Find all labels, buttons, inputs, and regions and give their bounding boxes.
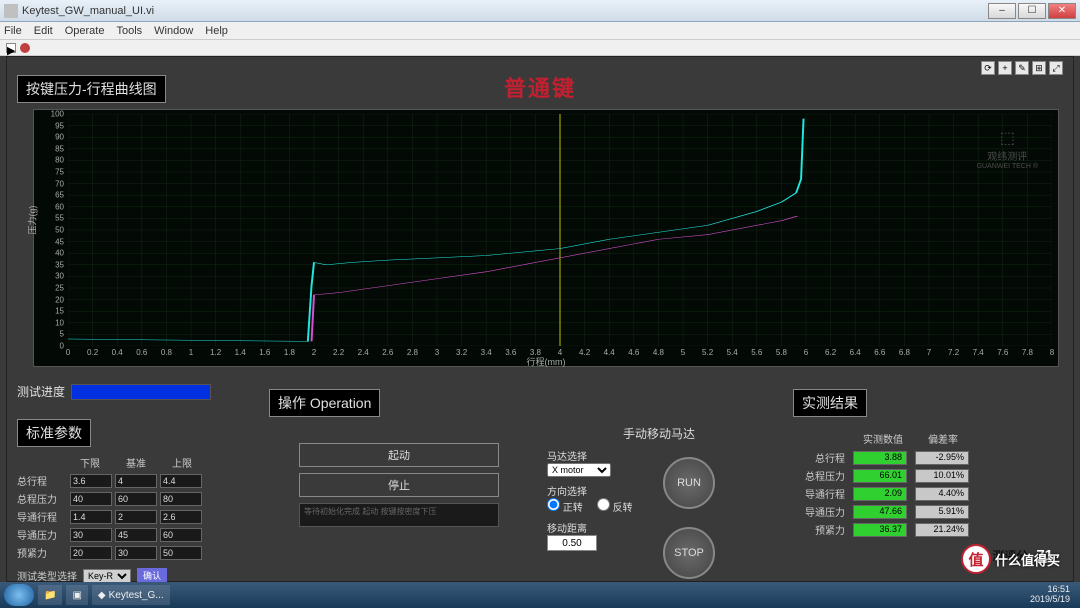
- result-deviation: 10.01%: [915, 469, 969, 483]
- motor-select[interactable]: X motor: [547, 463, 611, 477]
- operation-panel: 操作 Operation 起动 停止 等待初始化完成 起动 按键按密度下压: [269, 389, 529, 527]
- param-lo[interactable]: [70, 510, 112, 524]
- tool-icon[interactable]: ⊞: [1032, 61, 1046, 75]
- task-app[interactable]: ◆ Keytest_G...: [92, 585, 170, 605]
- progress-label: 测试进度: [17, 383, 65, 400]
- results-panel: 实测结果 实测数值偏差率总行程3.88-2.95%总程压力66.0110.01%…: [793, 389, 1053, 564]
- manual-stop-button[interactable]: STOP: [663, 527, 715, 579]
- param-base[interactable]: [115, 528, 157, 542]
- tool-icon[interactable]: +: [998, 61, 1012, 75]
- menu-file[interactable]: File: [4, 25, 22, 37]
- results-title: 实测结果: [793, 389, 867, 417]
- type-select-label: 测试类型选择: [17, 568, 77, 583]
- menu-edit[interactable]: Edit: [34, 25, 53, 37]
- force-travel-chart: ⬚ 观纬测评 GUANWEI TECH ® 051015202530354045…: [33, 109, 1059, 367]
- type-select[interactable]: Key-R: [83, 569, 131, 583]
- run-button[interactable]: RUN: [663, 457, 715, 509]
- stop-button[interactable]: 停止: [299, 473, 499, 497]
- manual-motor-panel: 手动移动马达 马达选择 X motor 方向选择 正转 反转 移动距离: [547, 425, 771, 551]
- result-value: 2.09: [853, 487, 907, 501]
- abort-icon[interactable]: [20, 43, 30, 53]
- motor-select-label: 马达选择: [547, 448, 771, 463]
- maximize-button[interactable]: ☐: [1018, 3, 1046, 19]
- close-button[interactable]: ✕: [1048, 3, 1076, 19]
- progress-bar: [71, 384, 211, 400]
- dir-reverse-radio[interactable]: 反转: [597, 498, 633, 514]
- dir-forward-radio[interactable]: 正转: [547, 498, 583, 514]
- window-titlebar: Keytest_GW_manual_UI.vi – ☐ ✕: [0, 0, 1080, 22]
- op-hint: 等待初始化完成 起动 按键按密度下压: [299, 503, 499, 527]
- result-deviation: 4.40%: [915, 487, 969, 501]
- std-title: 标准参数: [17, 419, 91, 447]
- param-hi[interactable]: [160, 546, 202, 560]
- result-value: 3.88: [853, 451, 907, 465]
- param-hi[interactable]: [160, 474, 202, 488]
- manual-title: 手动移动马达: [547, 425, 771, 442]
- taskbar: 📁 ▣ ◆ Keytest_G... 16:51 2019/5/19: [0, 582, 1080, 608]
- tool-icon[interactable]: ⤢: [1049, 61, 1063, 75]
- param-hi[interactable]: [160, 510, 202, 524]
- progress-row: 测试进度: [17, 383, 211, 400]
- window-title: Keytest_GW_manual_UI.vi: [22, 5, 154, 17]
- param-hi[interactable]: [160, 492, 202, 506]
- standard-params-panel: 标准参数 下限基准上限总行程总程压力导通行程导通压力预紧力 测试类型选择 Key…: [17, 419, 247, 583]
- result-value: 66.01: [853, 469, 907, 483]
- param-base[interactable]: [115, 510, 157, 524]
- task-labview[interactable]: ▣: [66, 585, 87, 605]
- menu-help[interactable]: Help: [205, 25, 228, 37]
- chart-tool-icons: ⟳ + ✎ ⊞ ⤢: [981, 61, 1063, 75]
- param-lo[interactable]: [70, 474, 112, 488]
- start-button[interactable]: 起动: [299, 443, 499, 467]
- tool-icon[interactable]: ⟳: [981, 61, 995, 75]
- menu-operate[interactable]: Operate: [65, 25, 105, 37]
- op-title: 操作 Operation: [269, 389, 380, 417]
- param-base[interactable]: [115, 492, 157, 506]
- menu-tools[interactable]: Tools: [116, 25, 142, 37]
- param-lo[interactable]: [70, 492, 112, 506]
- system-tray[interactable]: 16:51 2019/5/19: [1030, 585, 1076, 605]
- result-value: 47.66: [853, 505, 907, 519]
- result-value: 36.37: [853, 523, 907, 537]
- param-base[interactable]: [115, 546, 157, 560]
- menu-window[interactable]: Window: [154, 25, 193, 37]
- param-hi[interactable]: [160, 528, 202, 542]
- tool-icon[interactable]: ✎: [1015, 61, 1029, 75]
- smzdm-watermark: 值 什么值得买: [961, 544, 1060, 574]
- overlay-title: 普通键: [504, 71, 576, 103]
- menubar: File Edit Operate Tools Window Help: [0, 22, 1080, 40]
- param-lo[interactable]: [70, 528, 112, 542]
- result-deviation: -2.95%: [915, 451, 969, 465]
- x-axis-label: 行程(mm): [527, 355, 566, 368]
- distance-input[interactable]: [547, 535, 597, 551]
- plot-area: [68, 114, 1052, 346]
- start-button[interactable]: [4, 584, 34, 606]
- direction-label: 方向选择: [547, 483, 771, 498]
- param-base[interactable]: [115, 474, 157, 488]
- task-explorer[interactable]: 📁: [38, 585, 62, 605]
- run-icon[interactable]: ▶: [6, 43, 16, 53]
- param-lo[interactable]: [70, 546, 112, 560]
- minimize-button[interactable]: –: [988, 3, 1016, 19]
- confirm-button[interactable]: 确认: [137, 568, 167, 583]
- app-body: ⟳ + ✎ ⊞ ⤢ 按键压力-行程曲线图 普通键 ⬚ 观纬测评 GUANWEI …: [6, 56, 1074, 582]
- chart-title: 按键压力-行程曲线图: [17, 75, 166, 103]
- app-icon: [4, 4, 18, 18]
- mini-toolbar: ▶: [0, 40, 1080, 56]
- distance-label: 移动距离: [547, 520, 771, 535]
- result-deviation: 21.24%: [915, 523, 969, 537]
- y-axis-label: 压力(g): [26, 206, 39, 235]
- result-deviation: 5.91%: [915, 505, 969, 519]
